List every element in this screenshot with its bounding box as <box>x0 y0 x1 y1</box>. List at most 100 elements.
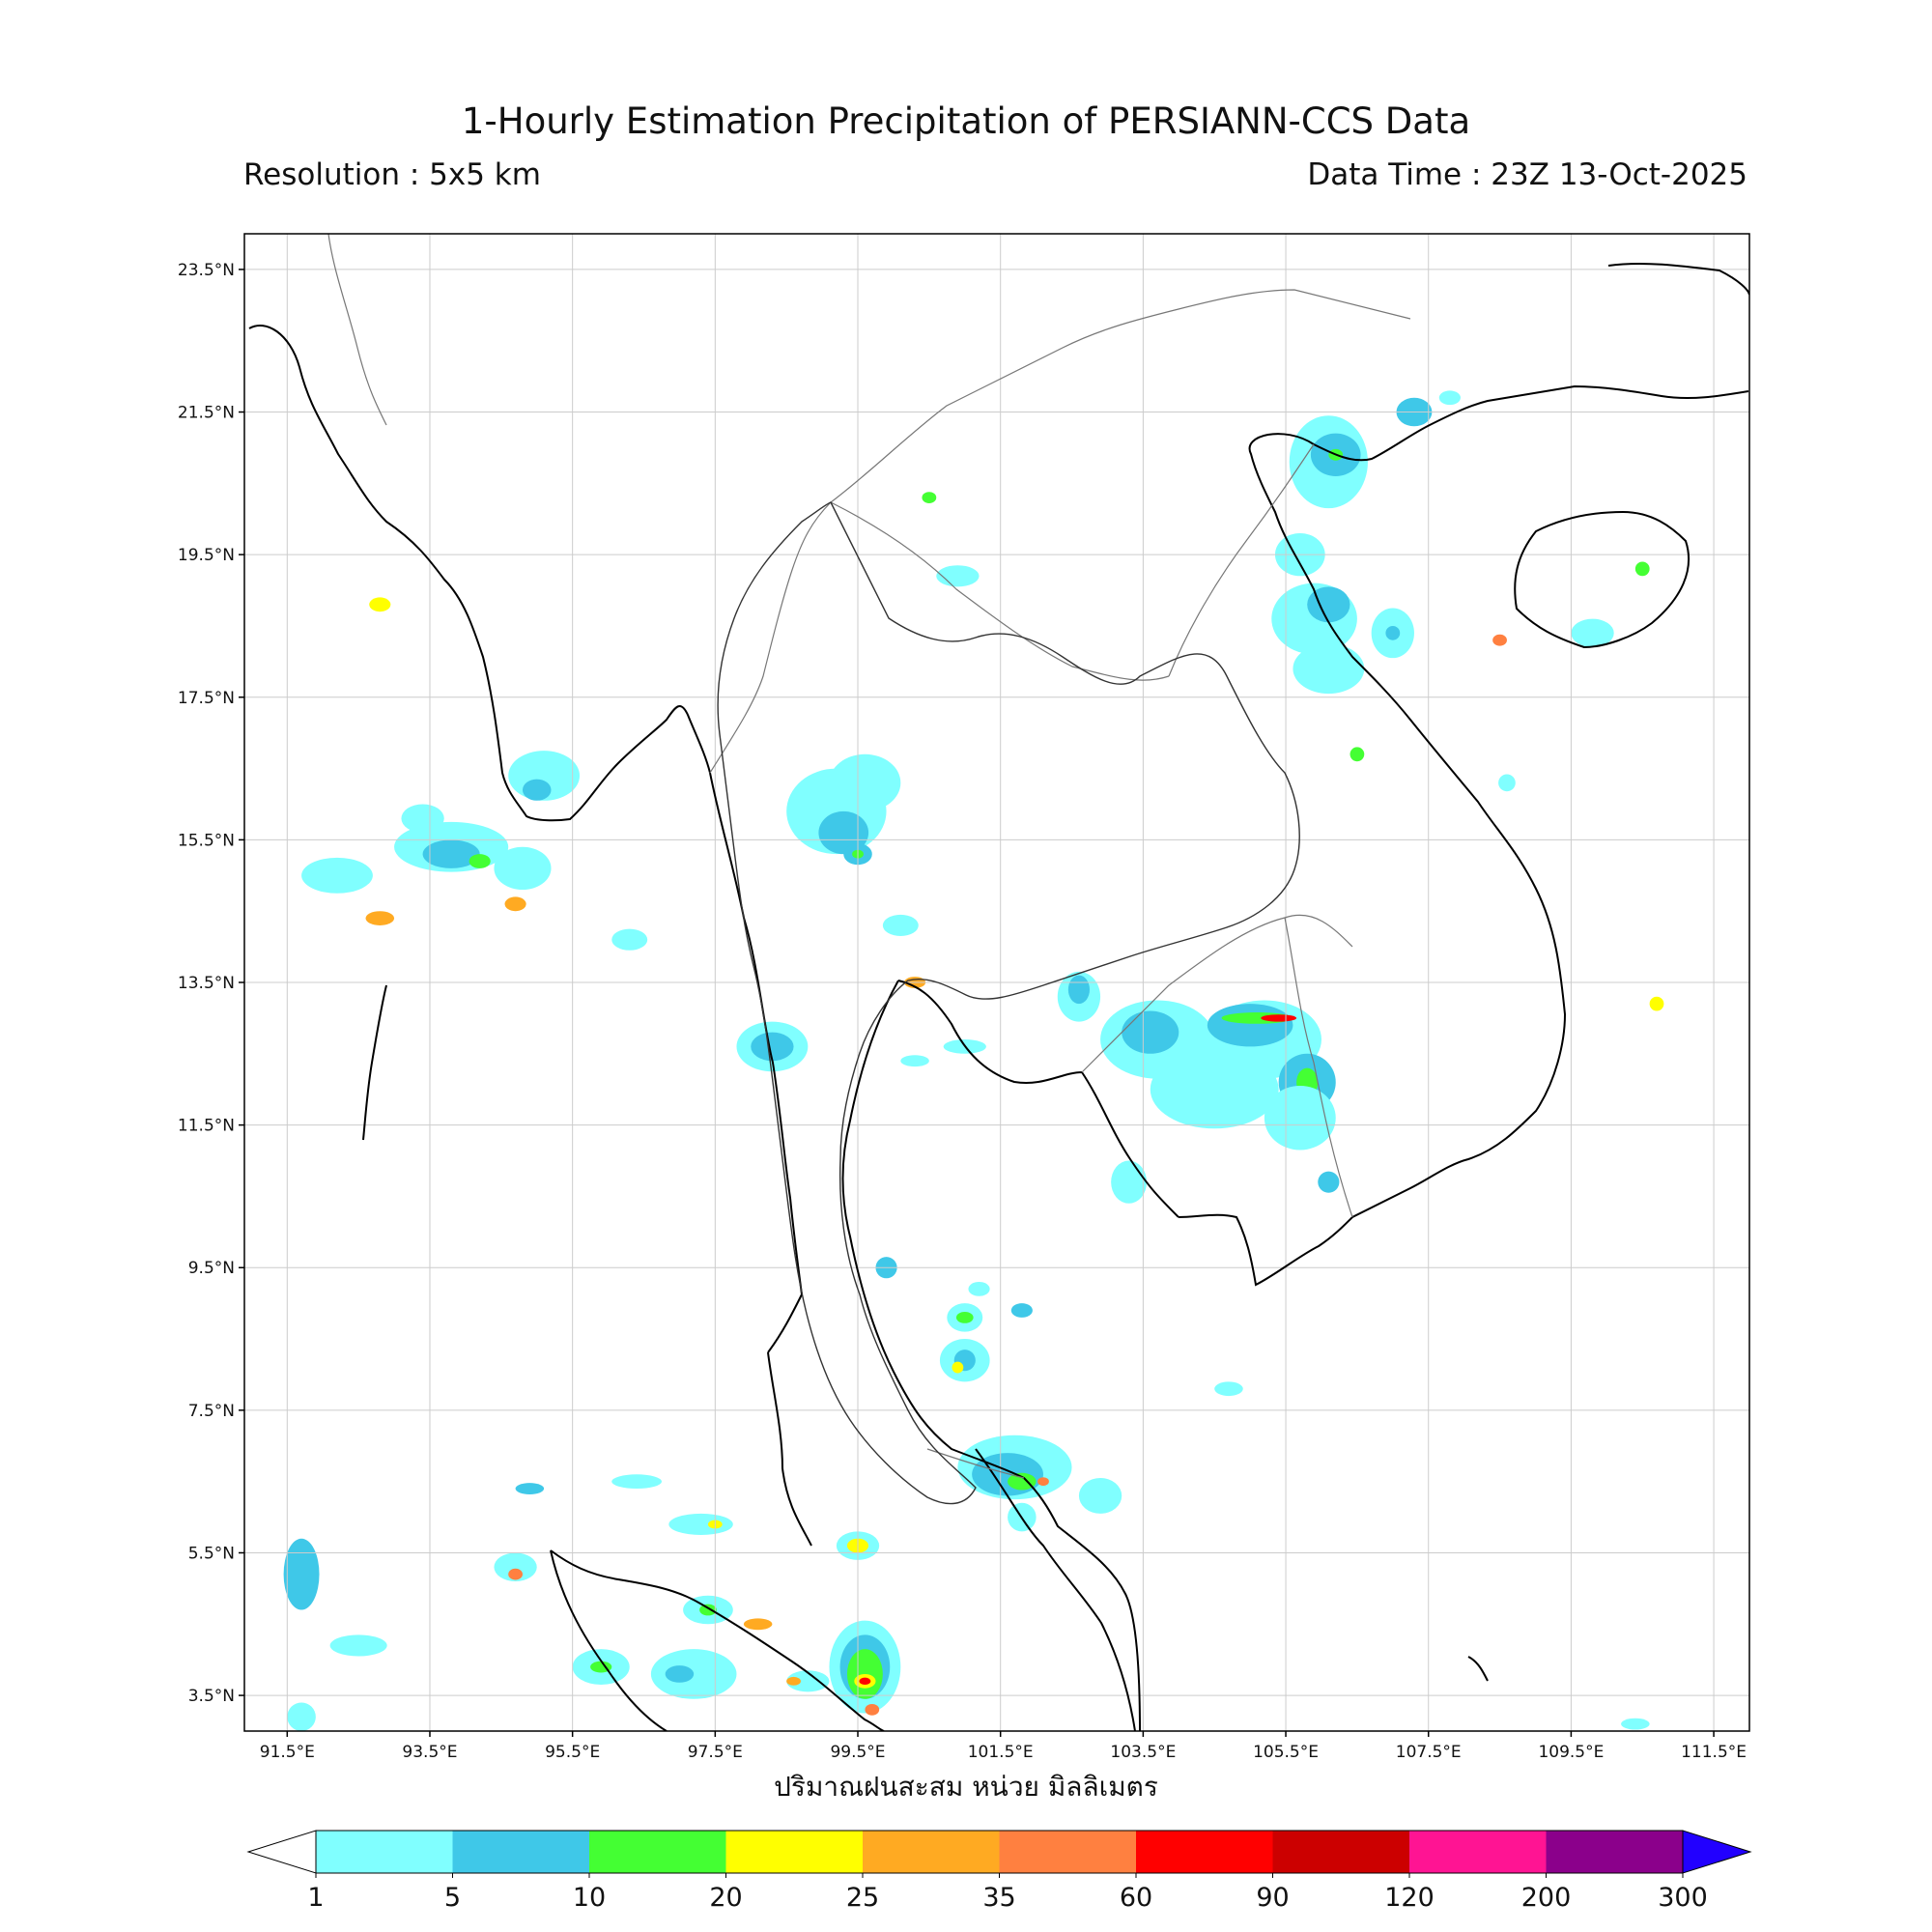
rain-cell <box>611 928 648 951</box>
lon-tick-label: 101.5°E <box>968 1743 1034 1762</box>
coastline-borneo <box>1467 1656 1489 1682</box>
lon-tick-label: 91.5°E <box>260 1743 315 1762</box>
rain-cell <box>369 597 391 612</box>
rain-cell <box>1318 1171 1340 1193</box>
lon-tick-label: 97.5°E <box>688 1743 743 1762</box>
rain-cell <box>665 1665 695 1683</box>
rain-cell <box>1498 774 1516 792</box>
rain-cell <box>611 1474 662 1490</box>
border-thai-laos <box>830 501 1170 681</box>
rain-cell <box>522 779 552 801</box>
lat-tick-label: 17.5°N <box>178 689 235 708</box>
rain-cell <box>494 1552 537 1581</box>
rain-cell <box>283 1538 320 1610</box>
coastline-andaman <box>362 984 387 1141</box>
coastline-peninsula-east <box>841 980 1141 1731</box>
colorbar-tick-label: 1 <box>307 1883 324 1913</box>
data-time-label: Data Time : 23Z 13-Oct-2025 <box>1307 157 1747 192</box>
coastline-layer <box>248 262 1749 1731</box>
lat-tick-label: 9.5°N <box>188 1259 235 1278</box>
rain-cell <box>1492 634 1507 646</box>
rain-cell <box>699 1604 717 1616</box>
lat-tick-label: 5.5°N <box>188 1544 235 1563</box>
colorbar-under-arrow <box>246 1830 317 1874</box>
rain-cell <box>1214 1381 1243 1397</box>
coastline-hainan <box>1514 510 1690 649</box>
lat-tick-label: 19.5°N <box>178 546 235 565</box>
rain-cell <box>668 1513 733 1536</box>
rain-cell <box>1307 586 1350 623</box>
rain-cell <box>1067 975 1090 1005</box>
rain-cell <box>401 804 444 833</box>
colorbar-segment <box>1546 1831 1684 1873</box>
rain-cell <box>1293 643 1365 695</box>
rain-cell <box>859 1677 871 1686</box>
rain-cell <box>1207 1004 1293 1047</box>
rain-cell <box>786 1676 801 1686</box>
map-title: 1-Hourly Estimation Precipitation of PER… <box>461 100 1471 142</box>
lon-tick-label: 111.5°E <box>1681 1743 1747 1762</box>
rain-cell <box>301 857 373 894</box>
colorbar-tick-label: 300 <box>1658 1883 1708 1913</box>
rain-cell <box>1111 1160 1148 1204</box>
map-frame <box>243 233 1750 1732</box>
coastline-myanmar <box>248 324 711 822</box>
rain-cell <box>1350 747 1365 762</box>
lon-tick-label: 99.5°E <box>830 1743 885 1762</box>
border-myanmar-thai <box>709 501 832 774</box>
lat-tick-label: 7.5°N <box>188 1402 235 1421</box>
lat-tick-label: 23.5°N <box>178 261 235 280</box>
lat-tick-label: 15.5°N <box>178 831 235 850</box>
graticule <box>244 234 1749 1731</box>
rain-cell <box>422 839 480 868</box>
axes-layer: 23.5°N21.5°N19.5°N17.5°N15.5°N13.5°N11.5… <box>178 233 1752 1913</box>
lon-tick-label: 103.5°E <box>1110 1743 1176 1762</box>
rain-cell <box>1078 1477 1122 1514</box>
colorbar-segment <box>725 1831 864 1873</box>
border-china-north <box>830 289 1411 503</box>
coastline-sumatra-west <box>550 1549 668 1731</box>
rain-cell <box>1261 1014 1297 1022</box>
colorbar-tick-label: 200 <box>1521 1883 1572 1913</box>
rain-cell <box>818 810 869 855</box>
border-cambodia <box>1081 914 1353 1073</box>
thailand-outline <box>717 501 1300 1505</box>
rain-cell <box>1037 1477 1049 1487</box>
rain-cell <box>365 911 395 925</box>
colorbar-caption: ปริมาณฝนสะสม หน่วย มิลลิเมตร <box>774 1771 1158 1803</box>
border-layer <box>327 234 1411 1479</box>
lon-tick-label: 109.5°E <box>1538 1743 1604 1762</box>
lat-tick-label: 11.5°N <box>178 1117 235 1136</box>
rain-cell <box>504 896 526 912</box>
rain-cell <box>469 854 491 868</box>
lon-tick-label: 93.5°E <box>402 1743 457 1762</box>
rain-cell <box>846 1649 883 1699</box>
rain-cell <box>1010 1303 1033 1318</box>
rain-cell <box>1264 1086 1336 1151</box>
colorbar: 1 5 10 20 25 35 60 90 120 200 300 <box>246 1830 1752 1913</box>
coastline-vietnam <box>1178 433 1567 1287</box>
rain-cell <box>1634 561 1650 577</box>
rain-cell <box>1621 1718 1650 1730</box>
rain-cell <box>329 1634 387 1657</box>
colorbar-tick-label: 90 <box>1256 1883 1289 1913</box>
coastline-gulf <box>897 980 1179 1218</box>
colorbar-segment <box>452 1831 590 1873</box>
coastline-ne <box>1607 262 1749 296</box>
colorbar-tick-label: 20 <box>709 1883 742 1913</box>
lon-tick-label: 105.5°E <box>1253 1743 1319 1762</box>
rain-cell <box>829 753 901 811</box>
coastline-tonkin <box>1313 384 1749 462</box>
rain-cell <box>515 1483 545 1494</box>
lat-tick-label: 13.5°N <box>178 974 235 993</box>
rain-cell <box>936 565 980 587</box>
resolution-label: Resolution : 5x5 km <box>243 157 541 192</box>
coastline-malaya <box>975 1448 1136 1731</box>
rain-cell <box>743 1618 773 1631</box>
colorbar-segment <box>316 1831 453 1873</box>
rain-cell <box>955 1312 974 1323</box>
colorbar-segment <box>1409 1831 1547 1873</box>
rain-cell <box>882 914 919 937</box>
rain-cell <box>968 1282 990 1296</box>
